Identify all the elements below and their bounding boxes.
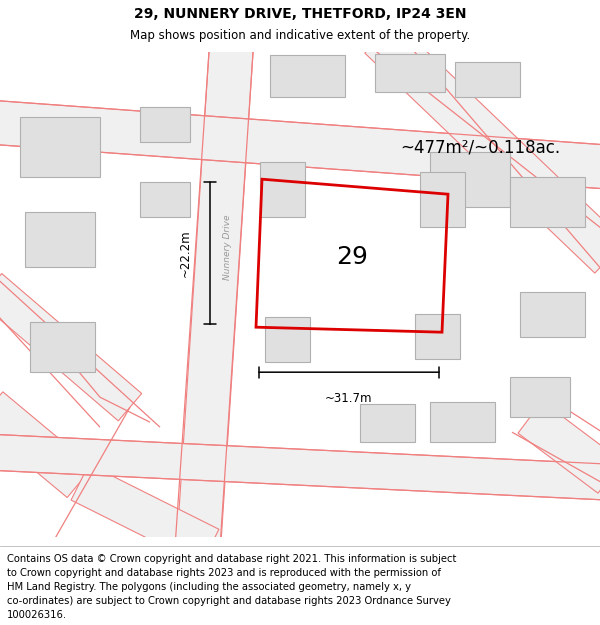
Bar [420, 172, 465, 227]
Bar [375, 54, 445, 92]
Bar [415, 314, 460, 359]
Bar [20, 118, 100, 178]
Text: ~31.7m: ~31.7m [325, 392, 373, 405]
Bar [360, 404, 415, 442]
Bar [510, 377, 570, 418]
Bar [520, 292, 585, 338]
Bar [25, 212, 95, 268]
Bar [265, 317, 310, 362]
Text: Nunnery Drive: Nunnery Drive [223, 214, 233, 280]
Text: HM Land Registry. The polygons (including the associated geometry, namely x, y: HM Land Registry. The polygons (includin… [7, 582, 411, 592]
Text: ~477m²/~0.118ac.: ~477m²/~0.118ac. [400, 138, 560, 156]
Bar [260, 162, 305, 217]
Polygon shape [176, 36, 254, 559]
Bar [455, 62, 520, 97]
Polygon shape [0, 100, 600, 189]
Polygon shape [0, 392, 93, 498]
Polygon shape [0, 434, 600, 500]
Bar [270, 55, 345, 97]
Text: co-ordinates) are subject to Crown copyright and database rights 2023 Ordnance S: co-ordinates) are subject to Crown copyr… [7, 596, 451, 606]
Bar [140, 107, 190, 142]
Bar [430, 152, 510, 208]
Polygon shape [518, 401, 600, 493]
Text: ~22.2m: ~22.2m [179, 229, 192, 277]
Bar [430, 402, 495, 442]
Bar [140, 182, 190, 217]
Polygon shape [0, 274, 142, 421]
Bar [30, 322, 95, 372]
Text: 29: 29 [336, 245, 368, 269]
Polygon shape [71, 464, 219, 565]
Text: to Crown copyright and database rights 2023 and is reproduced with the permissio: to Crown copyright and database rights 2… [7, 568, 441, 578]
Text: 29, NUNNERY DRIVE, THETFORD, IP24 3EN: 29, NUNNERY DRIVE, THETFORD, IP24 3EN [134, 7, 466, 21]
Text: 100026316.: 100026316. [7, 611, 67, 621]
Text: Map shows position and indicative extent of the property.: Map shows position and indicative extent… [130, 29, 470, 42]
Text: Contains OS data © Crown copyright and database right 2021. This information is : Contains OS data © Crown copyright and d… [7, 554, 457, 564]
Bar [510, 177, 585, 227]
Polygon shape [365, 21, 600, 273]
